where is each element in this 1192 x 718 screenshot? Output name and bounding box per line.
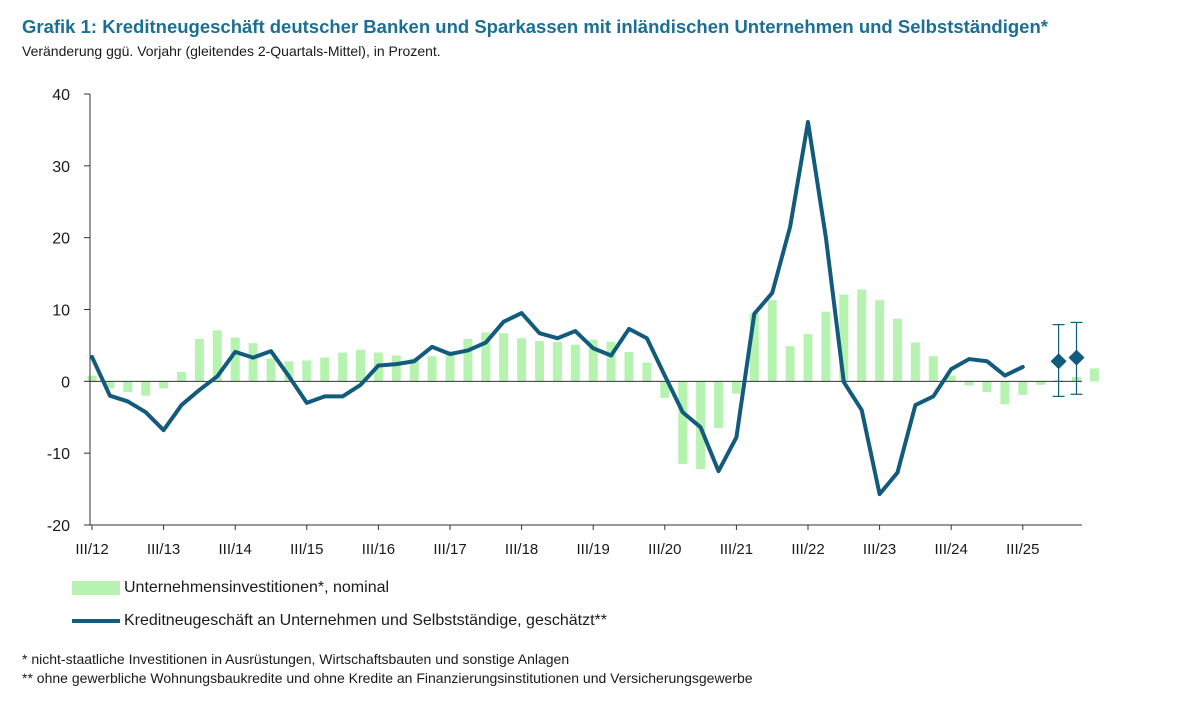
bar-0 xyxy=(87,375,97,382)
bar-3 xyxy=(141,381,151,396)
bars-layer xyxy=(87,289,1099,469)
bar-7 xyxy=(212,330,222,382)
bar-53 xyxy=(1036,381,1046,385)
bar-25 xyxy=(535,341,544,382)
bar-43 xyxy=(857,289,867,382)
bar-50 xyxy=(982,381,992,393)
bar-51 xyxy=(1000,381,1010,405)
bar-52 xyxy=(1018,381,1028,395)
y-tick-label: -20 xyxy=(47,518,70,535)
legend-bars: Unternehmensinvestitionen*, nominal xyxy=(72,579,389,597)
bar-40 xyxy=(803,333,813,382)
bar-23 xyxy=(499,333,509,382)
bar-42 xyxy=(839,294,849,382)
bar-48 xyxy=(946,375,956,382)
x-tick-label: III/22 xyxy=(791,541,824,558)
bar-38 xyxy=(767,300,777,382)
forecast-point-0 xyxy=(1050,353,1067,370)
y-tick-label: 0 xyxy=(61,374,70,391)
forecast-point-1 xyxy=(1068,349,1085,366)
bar-11 xyxy=(284,361,294,382)
bar-4 xyxy=(159,381,169,389)
x-tick-label: III/12 xyxy=(75,541,108,558)
x-tick-label: III/19 xyxy=(577,541,610,558)
forecast-layer xyxy=(1050,321,1085,398)
y-tick-label: 40 xyxy=(52,87,70,104)
legend-bars-label: Unternehmensinvestitionen*, nominal xyxy=(124,579,390,596)
bar-13 xyxy=(320,357,330,382)
bar-46 xyxy=(910,342,920,382)
bar-31 xyxy=(642,362,652,382)
x-tick-label: III/13 xyxy=(147,541,180,558)
bar-22 xyxy=(481,332,491,382)
bar-33 xyxy=(678,381,688,464)
legend-line-swatch xyxy=(72,619,120,623)
bar-28 xyxy=(588,339,598,382)
y-tick-label: 30 xyxy=(52,159,70,176)
x-tick-label: III/21 xyxy=(720,541,753,558)
bar-19 xyxy=(427,356,437,382)
bar-6 xyxy=(194,338,204,382)
chart-title: Grafik 1: Kreditneugeschäft deutscher Ba… xyxy=(22,16,1048,37)
bar-17 xyxy=(391,355,401,382)
bar-20 xyxy=(445,351,455,382)
x-tick-label: III/23 xyxy=(863,541,896,558)
bar-12 xyxy=(302,360,312,382)
bar-35 xyxy=(714,381,723,429)
chart-area: -20 -10 0 10 20 30 40 III/12 III/13 III/14 III/15 I… xyxy=(47,87,1099,558)
x-tick-label: III/20 xyxy=(648,541,681,558)
bar-1 xyxy=(105,381,115,389)
bar-8 xyxy=(230,337,240,382)
x-tick-label: III/16 xyxy=(362,541,395,558)
bar-56 xyxy=(1089,368,1099,382)
bar-21 xyxy=(463,338,473,382)
y-tick-label: -10 xyxy=(47,446,70,463)
bar-44 xyxy=(875,300,885,382)
bar-27 xyxy=(570,344,580,382)
credit-line xyxy=(90,120,1025,497)
x-tick-label: III/15 xyxy=(290,541,323,558)
bar-15 xyxy=(356,349,365,382)
bar-9 xyxy=(248,343,258,382)
bar-18 xyxy=(409,358,419,382)
bar-47 xyxy=(928,356,938,382)
x-tick-label: III/24 xyxy=(935,541,968,558)
legend-bar-swatch xyxy=(72,581,120,595)
y-tick-label: 10 xyxy=(52,303,70,320)
x-tick-label: III/25 xyxy=(1006,541,1039,558)
bar-36 xyxy=(731,381,741,394)
bar-32 xyxy=(660,381,670,398)
bar-10 xyxy=(266,358,276,382)
x-tick-label: III/18 xyxy=(505,541,538,558)
legend-line: Kreditneugeschäft an Unternehmen und Sel… xyxy=(72,612,607,630)
bar-41 xyxy=(821,311,831,382)
x-tick-label: III/17 xyxy=(433,541,466,558)
bar-37 xyxy=(749,313,759,382)
bar-30 xyxy=(624,351,634,382)
bar-39 xyxy=(785,346,795,382)
legend-line-label: Kreditneugeschäft an Unternehmen und Sel… xyxy=(124,612,607,629)
y-tick-label: 20 xyxy=(52,231,70,248)
chart-subtitle: Veränderung ggü. Vorjahr (gleitendes 2-Q… xyxy=(22,43,441,59)
bar-45 xyxy=(893,318,902,382)
footnote-1: * nicht-staatliche Investitionen in Ausr… xyxy=(22,651,570,667)
bar-24 xyxy=(517,338,527,382)
axis-layer: -20 -10 0 10 20 30 40 III/12 III/13 III/14 III/15 I… xyxy=(47,87,1082,558)
bar-5 xyxy=(177,372,186,382)
bar-26 xyxy=(552,341,562,382)
x-tick-label: III/14 xyxy=(219,541,252,558)
bar-2 xyxy=(123,381,133,393)
bar-14 xyxy=(338,352,348,382)
bar-29 xyxy=(606,341,616,382)
bar-49 xyxy=(964,381,974,386)
line-layer xyxy=(90,120,1025,497)
footnote-2: ** ohne gewerbliche Wohnungsbaukredite u… xyxy=(22,670,753,686)
